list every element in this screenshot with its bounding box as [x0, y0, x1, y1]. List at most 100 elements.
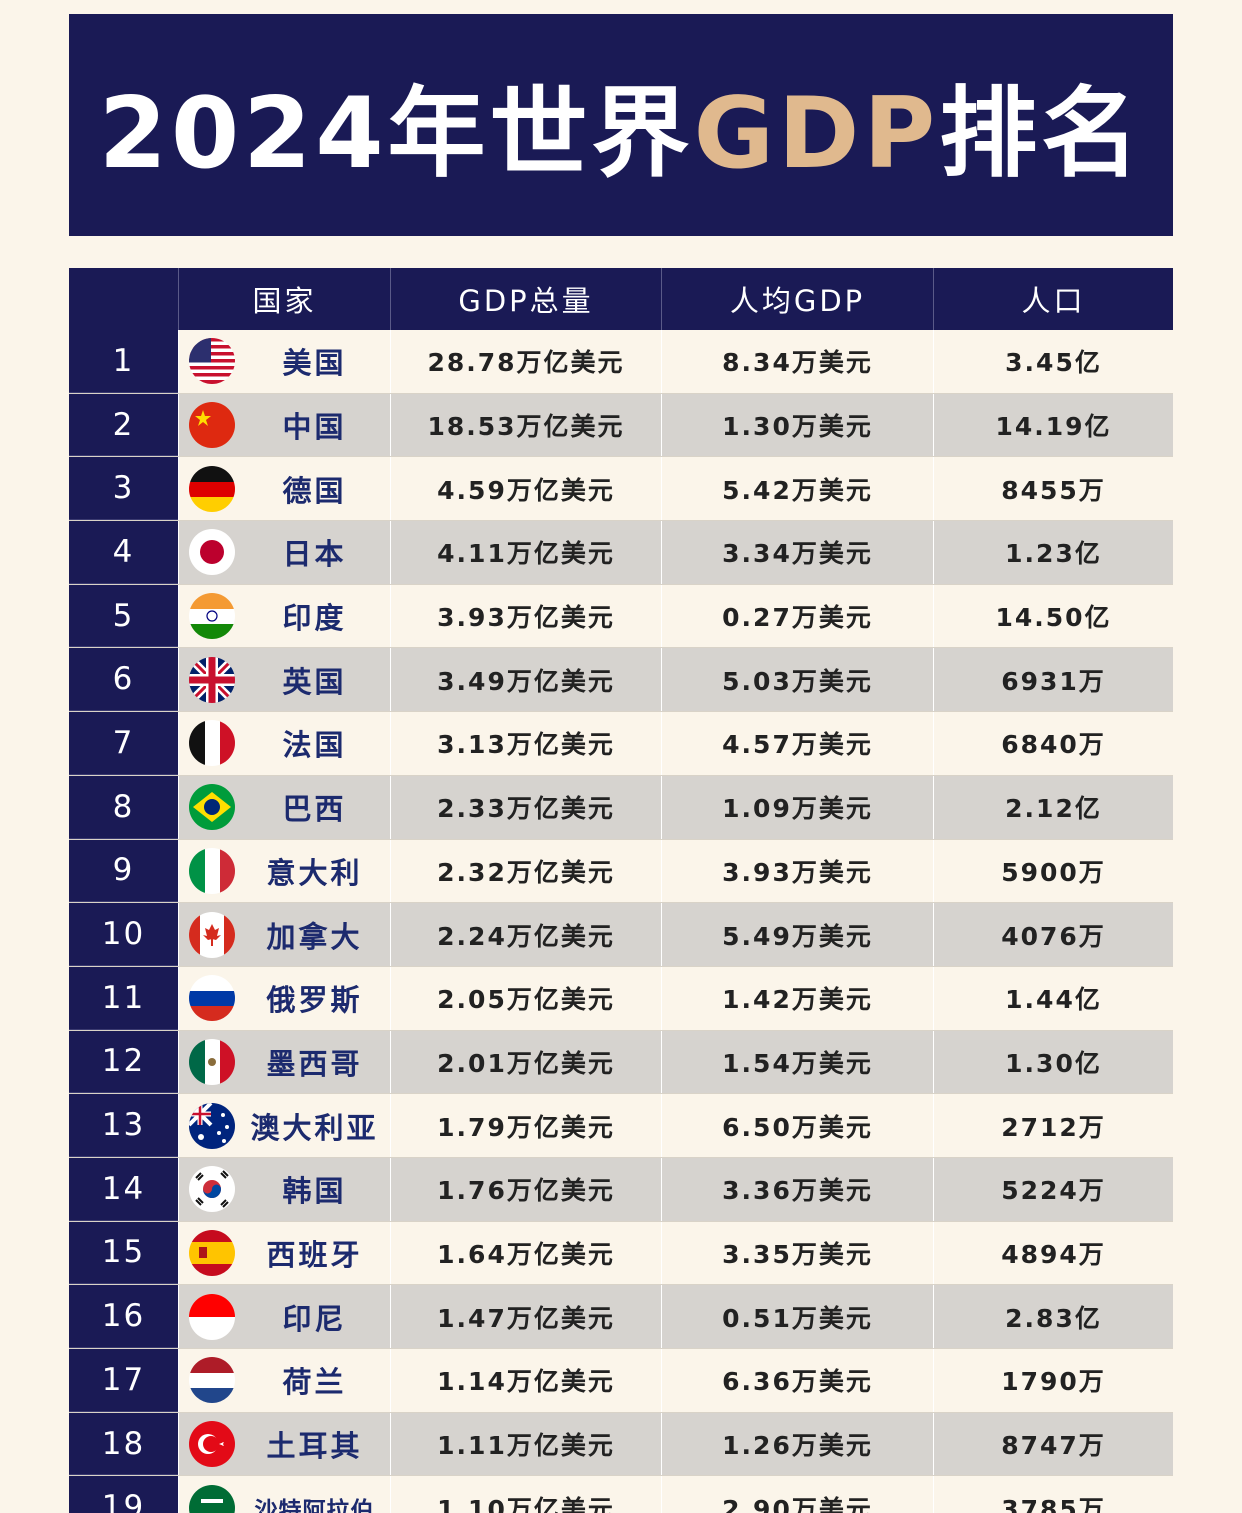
- country-cell: 土耳其: [178, 1412, 390, 1476]
- gdp-total-cell: 1.11万亿美元: [390, 1412, 661, 1476]
- country-cell: 巴西: [178, 775, 390, 839]
- population-cell: 4894万: [933, 1221, 1173, 1285]
- rank-cell: 10: [69, 903, 178, 966]
- header-gdp-total: GDP总量: [390, 268, 661, 330]
- gdp-per-capita-cell: 2.90万美元: [661, 1476, 933, 1513]
- gdp-per-capita-cell: 5.42万美元: [661, 457, 933, 521]
- country-cell: 西班牙: [178, 1221, 390, 1285]
- netherlands-flag-icon: [189, 1357, 235, 1404]
- country-cell: 印尼: [178, 1285, 390, 1348]
- country-name: 荷兰: [282, 1365, 347, 1400]
- country-cell: 澳大利亚: [178, 1094, 390, 1157]
- gdp-per-capita-cell: 3.35万美元: [661, 1221, 933, 1285]
- turkey-flag-icon: [189, 1421, 235, 1468]
- gdp-total-cell: 18.53万亿美元: [390, 393, 661, 457]
- country-name: 美国: [282, 346, 347, 381]
- population-cell: 6931万: [933, 648, 1173, 712]
- australia-flag-icon: [189, 1102, 235, 1149]
- spain-flag-icon: [189, 1229, 235, 1276]
- mexico-flag-icon: [189, 1038, 235, 1085]
- gdp-per-capita-cell: 1.42万美元: [661, 966, 933, 1030]
- table-row: 16 印尼 1.47万亿美元 0.51万美元 2.83亿: [69, 1285, 1173, 1349]
- rank-cell: 19: [69, 1476, 178, 1513]
- title-highlight: GDP: [693, 77, 940, 191]
- uk-flag-icon: [189, 656, 235, 703]
- country-name: 法国: [282, 728, 347, 763]
- rank-cell: 18: [69, 1412, 178, 1476]
- gdp-total-cell: 2.32万亿美元: [390, 839, 661, 903]
- gdp-per-capita-cell: 5.03万美元: [661, 648, 933, 712]
- page-title: 2024年世界GDP排名: [99, 54, 1143, 196]
- country-name: 德国: [282, 473, 347, 508]
- country-cell: 墨西哥: [178, 1030, 390, 1094]
- gdp-total-cell: 3.93万亿美元: [390, 584, 661, 648]
- country-cell: 中国: [178, 393, 390, 457]
- gdp-per-capita-cell: 6.36万美元: [661, 1349, 933, 1412]
- gdp-per-capita-cell: 5.49万美元: [661, 903, 933, 966]
- population-cell: 3785万: [933, 1476, 1173, 1513]
- header-country: 国家: [178, 268, 390, 330]
- country-name: 墨西哥: [266, 1046, 363, 1081]
- table-row: 1 美国 28.78万亿美元 8.34万美元 3.45亿: [69, 330, 1173, 394]
- table-row: 19 沙特阿拉伯 1.10万亿美元 2.90万美元 3785万: [69, 1476, 1173, 1513]
- population-cell: 1.30亿: [933, 1030, 1173, 1094]
- country-cell: 俄罗斯: [178, 966, 390, 1030]
- country-name: 沙特阿拉伯: [254, 1497, 375, 1513]
- canada-flag-icon: [189, 911, 235, 958]
- gdp-total-cell: 3.49万亿美元: [390, 648, 661, 712]
- table-row: 7 法国 3.13万亿美元 4.57万美元 6840万: [69, 712, 1173, 776]
- gdp-total-cell: 2.05万亿美元: [390, 966, 661, 1030]
- country-name: 印度: [282, 601, 347, 636]
- gdp-total-cell: 1.10万亿美元: [390, 1476, 661, 1513]
- table-row: 6 英国 3.49万亿美元 5.03万美元 6931万: [69, 648, 1173, 713]
- brazil-flag-icon: [189, 784, 235, 831]
- gdp-total-cell: 1.64万亿美元: [390, 1221, 661, 1285]
- japan-flag-icon: [189, 529, 235, 576]
- table-row: 8 巴西 2.33万亿美元 1.09万美元 2.12亿: [69, 775, 1173, 840]
- gdp-total-cell: 1.79万亿美元: [390, 1094, 661, 1157]
- italy-flag-icon: [189, 847, 235, 894]
- rank-cell: 7: [69, 712, 178, 775]
- table-row: 11 俄罗斯 2.05万亿美元 1.42万美元 1.44亿: [69, 966, 1173, 1031]
- gdp-per-capita-cell: 1.54万美元: [661, 1030, 933, 1094]
- rank-cell: 14: [69, 1157, 178, 1221]
- country-cell: 韩国: [178, 1157, 390, 1221]
- population-cell: 2712万: [933, 1094, 1173, 1157]
- population-cell: 5224万: [933, 1157, 1173, 1221]
- gdp-per-capita-cell: 0.27万美元: [661, 584, 933, 648]
- table-row: 2 中国 18.53万亿美元 1.30万美元 14.19亿: [69, 393, 1173, 458]
- gdp-per-capita-cell: 8.34万美元: [661, 330, 933, 393]
- rank-cell: 12: [69, 1030, 178, 1094]
- gdp-per-capita-cell: 1.30万美元: [661, 393, 933, 457]
- country-cell: 荷兰: [178, 1349, 390, 1412]
- population-cell: 6840万: [933, 712, 1173, 775]
- table-row: 3 德国 4.59万亿美元 5.42万美元 8455万: [69, 457, 1173, 522]
- population-cell: 1790万: [933, 1349, 1173, 1412]
- country-name: 中国: [282, 410, 347, 445]
- country-cell: 美国: [178, 330, 390, 393]
- rank-cell: 13: [69, 1094, 178, 1157]
- gdp-total-cell: 2.33万亿美元: [390, 775, 661, 839]
- country-name: 印尼: [282, 1301, 347, 1336]
- gdp-per-capita-cell: 6.50万美元: [661, 1094, 933, 1157]
- rank-cell: 6: [69, 648, 178, 712]
- population-cell: 4076万: [933, 903, 1173, 966]
- country-cell: 印度: [178, 584, 390, 648]
- country-cell: 加拿大: [178, 903, 390, 966]
- table-row: 12 墨西哥 2.01万亿美元 1.54万美元 1.30亿: [69, 1030, 1173, 1095]
- table-row: 10 加拿大 2.24万亿美元 5.49万美元 4076万: [69, 903, 1173, 967]
- gdp-total-cell: 2.24万亿美元: [390, 903, 661, 966]
- population-cell: 2.12亿: [933, 775, 1173, 839]
- header-population: 人口: [933, 268, 1173, 330]
- table-header: 国家 GDP总量 人均GDP 人口: [69, 268, 1173, 330]
- rank-cell: 2: [69, 393, 178, 457]
- table-row: 14 韩国 1.76万亿美元 3.36万美元 5224万: [69, 1157, 1173, 1222]
- gdp-per-capita-cell: 0.51万美元: [661, 1285, 933, 1348]
- country-cell: 法国: [178, 712, 390, 775]
- country-name: 加拿大: [266, 919, 363, 954]
- gdp-per-capita-cell: 3.34万美元: [661, 521, 933, 584]
- gdp-per-capita-cell: 1.26万美元: [661, 1412, 933, 1476]
- rank-cell: 5: [69, 584, 178, 648]
- table-row: 13 澳大利亚 1.79万亿美元 6.50万美元 2712万: [69, 1094, 1173, 1158]
- country-name: 意大利: [266, 855, 363, 890]
